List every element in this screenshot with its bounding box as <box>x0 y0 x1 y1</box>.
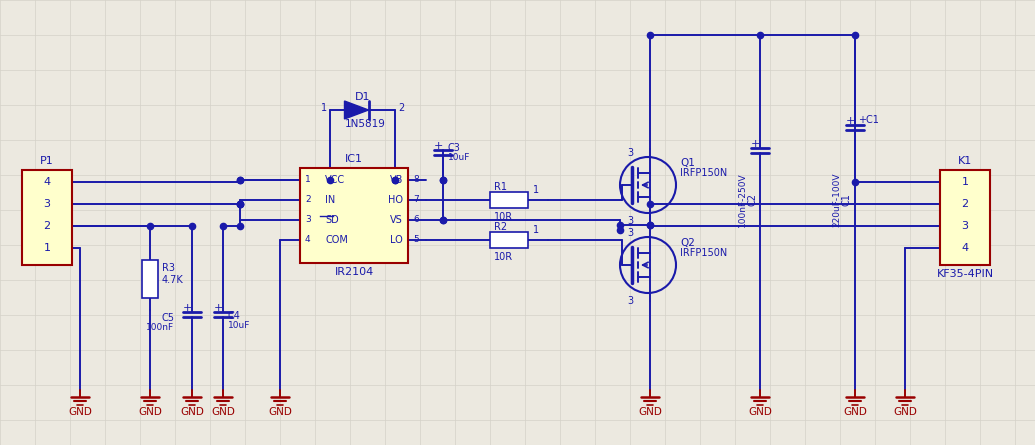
Text: IR2104: IR2104 <box>334 267 374 277</box>
Text: 3: 3 <box>627 216 633 226</box>
Text: 220uF-100V: 220uF-100V <box>832 173 841 227</box>
Text: C1: C1 <box>842 194 852 206</box>
Text: R3: R3 <box>162 263 175 273</box>
Text: IRFP150N: IRFP150N <box>680 248 728 258</box>
Text: Q1: Q1 <box>680 158 694 168</box>
Text: +: + <box>213 303 223 313</box>
Text: GND: GND <box>138 407 161 417</box>
Text: 2: 2 <box>962 199 969 209</box>
Text: 5: 5 <box>413 235 419 244</box>
Text: COM: COM <box>325 235 348 245</box>
Text: 3: 3 <box>627 228 633 238</box>
Text: C4: C4 <box>228 311 241 321</box>
Text: 1: 1 <box>533 185 539 195</box>
Text: IRFP150N: IRFP150N <box>680 168 728 178</box>
Text: R2: R2 <box>494 222 507 232</box>
Text: 1: 1 <box>43 243 51 253</box>
Text: 10uF: 10uF <box>448 154 470 162</box>
Text: 4: 4 <box>43 177 51 187</box>
Text: +: + <box>846 116 855 126</box>
Text: GND: GND <box>211 407 235 417</box>
Text: 100nF: 100nF <box>146 324 174 332</box>
Text: GND: GND <box>268 407 292 417</box>
Text: 1N5819: 1N5819 <box>345 119 386 129</box>
Text: IN: IN <box>325 195 335 205</box>
Text: GND: GND <box>748 407 772 417</box>
Text: +: + <box>750 139 760 149</box>
Text: 3: 3 <box>43 199 51 209</box>
Text: HO: HO <box>388 195 403 205</box>
Text: 4: 4 <box>962 243 969 253</box>
Polygon shape <box>345 101 368 119</box>
Text: 10uF: 10uF <box>228 321 250 331</box>
Text: 3: 3 <box>962 221 969 231</box>
Text: 8: 8 <box>413 175 419 185</box>
Text: C3: C3 <box>448 143 461 153</box>
Text: 2: 2 <box>397 103 404 113</box>
Bar <box>300 168 408 263</box>
Text: KF35-4PIN: KF35-4PIN <box>937 269 994 279</box>
Text: 3: 3 <box>627 296 633 306</box>
Text: 4: 4 <box>305 235 310 244</box>
Text: P1: P1 <box>40 156 54 166</box>
Bar <box>490 232 528 248</box>
Bar <box>142 260 158 298</box>
Text: +: + <box>434 141 443 151</box>
Text: VB: VB <box>389 175 403 185</box>
Text: 10R: 10R <box>494 252 513 262</box>
Text: GND: GND <box>180 407 204 417</box>
Text: LO: LO <box>390 235 403 245</box>
Text: VCC: VCC <box>325 175 345 185</box>
Text: IC1: IC1 <box>345 154 363 164</box>
Text: Q2: Q2 <box>680 238 694 248</box>
Text: GND: GND <box>638 407 662 417</box>
Text: 2: 2 <box>43 221 51 231</box>
Text: 2: 2 <box>305 195 310 205</box>
Text: 3: 3 <box>305 215 310 224</box>
Text: 100nF-250V: 100nF-250V <box>738 173 746 227</box>
Text: SD: SD <box>325 215 338 225</box>
Text: 6: 6 <box>413 215 419 224</box>
Text: 7: 7 <box>413 195 419 205</box>
Text: GND: GND <box>893 407 917 417</box>
Text: R1: R1 <box>494 182 507 192</box>
Text: D1: D1 <box>355 92 371 102</box>
Text: GND: GND <box>68 407 92 417</box>
Text: 1: 1 <box>962 177 969 187</box>
Text: VS: VS <box>390 215 403 225</box>
Text: K1: K1 <box>957 156 972 166</box>
Text: C2: C2 <box>747 194 757 206</box>
Text: 10R: 10R <box>494 212 513 222</box>
Text: +: + <box>182 303 191 313</box>
Bar <box>22 170 72 265</box>
Text: 1: 1 <box>533 225 539 235</box>
Text: GND: GND <box>844 407 867 417</box>
Text: 1: 1 <box>305 175 310 185</box>
Text: 4.7K: 4.7K <box>162 275 184 285</box>
Bar <box>490 192 528 208</box>
Text: C5: C5 <box>161 313 174 323</box>
Text: 3: 3 <box>627 148 633 158</box>
Bar <box>940 170 990 265</box>
Text: 1: 1 <box>321 103 327 113</box>
Text: +C1: +C1 <box>858 115 879 125</box>
